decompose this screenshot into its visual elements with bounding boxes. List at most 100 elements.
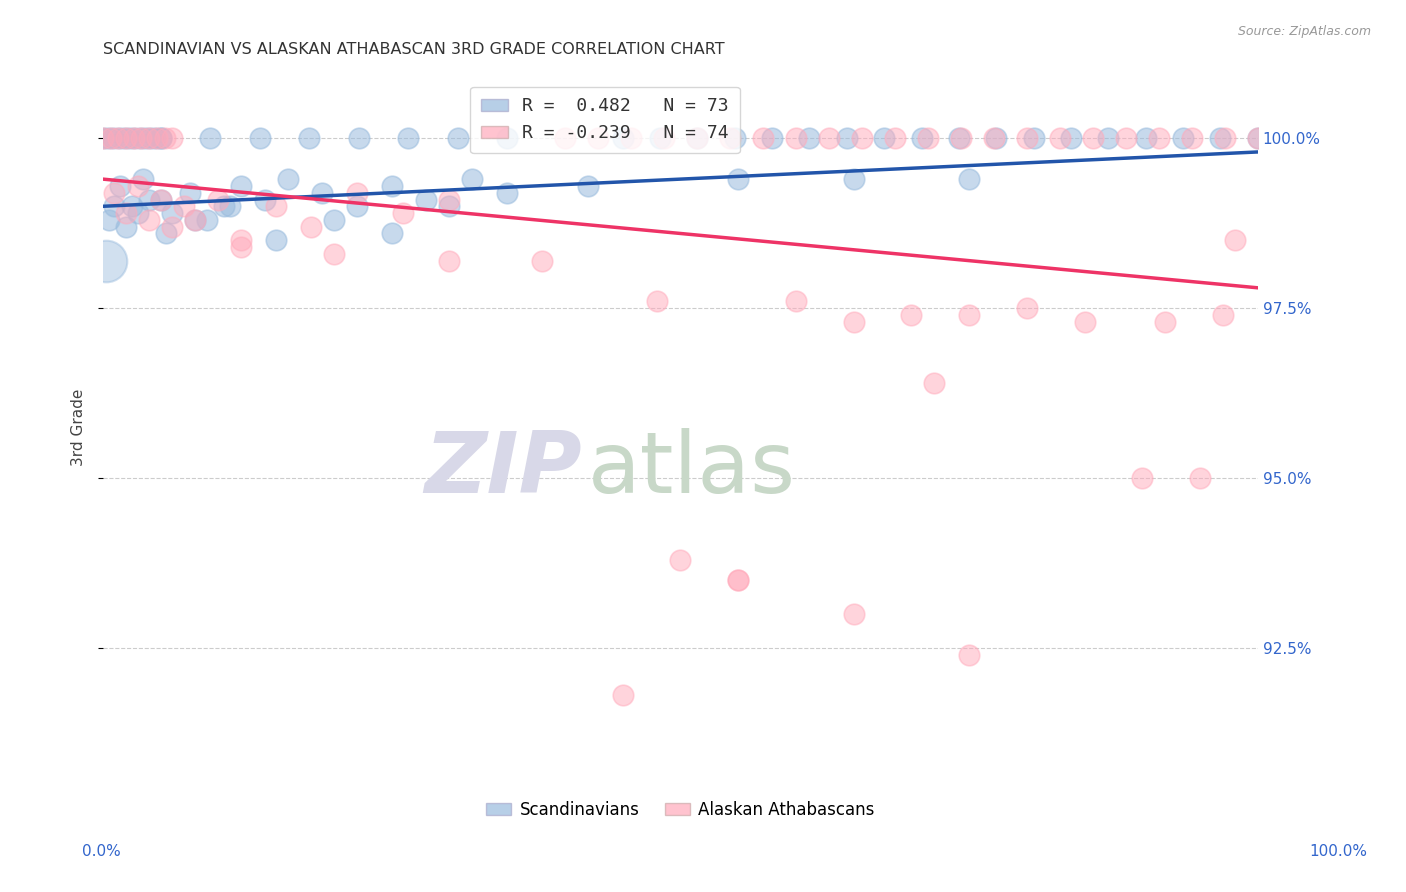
Point [1147, 131, 1170, 145]
Point [1189, 471, 1212, 485]
Point [1015, 131, 1038, 145]
Point [96, 253, 118, 268]
Point [496, 131, 519, 145]
Text: Source: ZipAtlas.com: Source: ZipAtlas.com [1237, 25, 1371, 38]
Point [91, 131, 114, 145]
Point [110, 178, 132, 193]
Point [100, 131, 122, 145]
Point [835, 131, 858, 145]
Point [298, 131, 321, 145]
Point [446, 131, 468, 145]
Point [249, 131, 271, 145]
Point [842, 315, 865, 329]
Point [107, 131, 129, 145]
Point [818, 131, 841, 145]
Point [873, 131, 896, 145]
Point [761, 131, 783, 145]
Point [103, 199, 125, 213]
Point [1154, 315, 1177, 329]
Point [724, 131, 747, 145]
Point [986, 131, 1008, 145]
Point [277, 172, 299, 186]
Point [461, 172, 484, 186]
Point [160, 131, 183, 145]
Point [91, 131, 114, 145]
Point [948, 131, 970, 145]
Point [842, 607, 865, 621]
Point [554, 131, 576, 145]
Point [195, 213, 218, 227]
Point [392, 206, 415, 220]
Point [128, 131, 150, 145]
Point [669, 552, 692, 566]
Point [112, 131, 135, 145]
Point [103, 186, 125, 200]
Point [115, 206, 138, 220]
Point [212, 199, 235, 213]
Point [957, 172, 980, 186]
Point [149, 131, 172, 145]
Point [652, 131, 675, 145]
Point [949, 131, 972, 145]
Point [149, 193, 172, 207]
Point [1097, 131, 1119, 145]
Point [686, 131, 709, 145]
Point [957, 308, 980, 322]
Text: atlas: atlas [588, 428, 796, 511]
Point [1115, 131, 1137, 145]
Point [917, 131, 939, 145]
Point [138, 213, 160, 227]
Point [530, 253, 553, 268]
Point [648, 131, 671, 145]
Point [264, 199, 287, 213]
Point [910, 131, 932, 145]
Point [1015, 301, 1038, 316]
Point [103, 131, 125, 145]
Text: ZIP: ZIP [425, 428, 582, 511]
Point [381, 178, 404, 193]
Point [138, 193, 160, 207]
Point [153, 131, 176, 145]
Point [155, 227, 177, 241]
Point [727, 573, 749, 587]
Point [346, 199, 368, 213]
Text: 0.0%: 0.0% [82, 845, 121, 859]
Point [124, 131, 146, 145]
Point [381, 227, 404, 241]
Point [347, 131, 370, 145]
Point [1247, 131, 1270, 145]
Point [139, 131, 162, 145]
Point [645, 294, 668, 309]
Point [107, 131, 129, 145]
Point [160, 219, 183, 234]
Point [1213, 131, 1236, 145]
Point [1135, 131, 1157, 145]
Point [1171, 131, 1194, 145]
Point [785, 294, 807, 309]
Legend: Scandinavians, Alaskan Athabascans: Scandinavians, Alaskan Athabascans [479, 794, 882, 825]
Point [253, 193, 276, 207]
Point [799, 131, 821, 145]
Point [198, 131, 221, 145]
Text: SCANDINAVIAN VS ALASKAN ATHABASCAN 3RD GRADE CORRELATION CHART: SCANDINAVIAN VS ALASKAN ATHABASCAN 3RD G… [103, 42, 724, 57]
Point [122, 131, 145, 145]
Point [131, 131, 153, 145]
Point [322, 213, 344, 227]
Point [439, 193, 461, 207]
Point [311, 186, 333, 200]
Point [785, 131, 807, 145]
Point [322, 247, 344, 261]
Point [173, 199, 195, 213]
Point [576, 178, 599, 193]
Point [439, 199, 461, 213]
Point [1060, 131, 1083, 145]
Point [686, 131, 709, 145]
Point [1247, 131, 1270, 145]
Point [299, 219, 322, 234]
Point [97, 213, 120, 227]
Point [718, 131, 741, 145]
Point [1049, 131, 1071, 145]
Point [1223, 233, 1246, 247]
Point [396, 131, 419, 145]
Point [346, 186, 368, 200]
